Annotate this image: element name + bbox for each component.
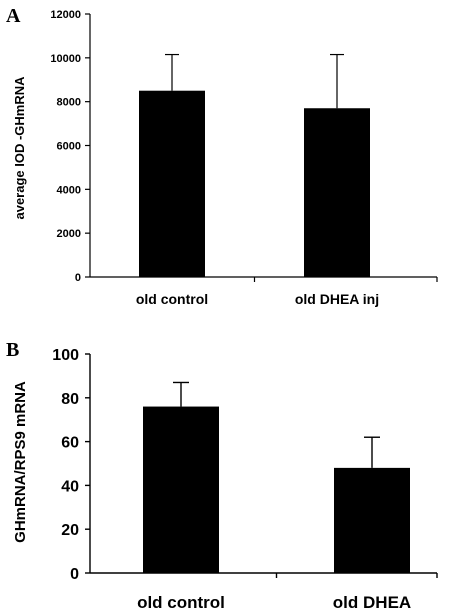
panel-b-y-tick-label: 60	[61, 435, 79, 452]
panel-b-y-tick-label: 80	[61, 391, 79, 408]
panel-a: A average IOD -GHmRNA 0 2000 4000 6000 8000 1…	[6, 5, 438, 307]
panel-b-letter: B	[6, 339, 19, 361]
panel-a-y-tick-label: 2000	[57, 228, 81, 240]
panel-b-category-label: old control	[137, 593, 225, 612]
panel-b-plot: 0 20 40 60 80 100 old control old DHEA	[52, 347, 438, 612]
panel-a-bar	[304, 108, 370, 277]
panel-b-y-tick-label: 40	[61, 478, 79, 495]
panel-b-y-label-text: GHmRNA/RPS9 mRNA	[12, 381, 29, 543]
panel-a-category-label: old control	[136, 291, 208, 307]
panel-a-category-label: old DHEA inj	[295, 291, 379, 307]
panel-b-bar	[143, 406, 219, 573]
panel-a-y-axis-label: average IOD -GHmRNA	[12, 76, 27, 220]
panel-a-plot: 0 2000 4000 6000 8000 10000 12000 old control ol…	[50, 9, 438, 307]
panel-a-y-tick-label: 10000	[50, 53, 81, 65]
panel-a-y-tick-label: 0	[75, 272, 81, 284]
panel-b-bar	[334, 467, 410, 573]
panel-a-y-tick-label: 12000	[50, 9, 81, 21]
panel-b-y-axis-label: GHmRNA/RPS9 mRNA	[12, 381, 29, 543]
panel-b: B GHmRNA/RPS9 mRNA 0 20 40 60 80 100 old contr…	[6, 339, 438, 612]
panel-a-y-tick-label: 6000	[57, 141, 81, 153]
panel-b-y-tick-label: 100	[52, 347, 79, 364]
panel-a-letter: A	[6, 5, 21, 27]
panel-a-y-label-text: average IOD -GHmRNA	[12, 76, 27, 220]
panel-a-bar	[139, 90, 205, 277]
panel-b-category-label: old DHEA	[333, 593, 411, 612]
panel-a-y-tick-label: 4000	[57, 184, 81, 196]
panel-b-y-tick-label: 20	[61, 522, 79, 539]
panel-b-y-tick-label: 0	[70, 566, 79, 583]
panel-a-y-tick-label: 8000	[57, 97, 81, 109]
